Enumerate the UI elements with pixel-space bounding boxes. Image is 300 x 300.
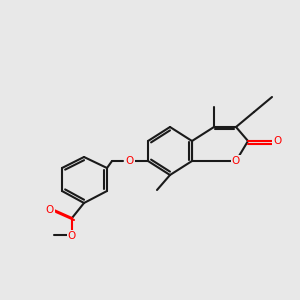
Text: O: O bbox=[68, 231, 76, 241]
Text: O: O bbox=[46, 205, 54, 215]
Text: O: O bbox=[273, 136, 281, 146]
Text: O: O bbox=[232, 156, 240, 166]
Text: O: O bbox=[126, 156, 134, 166]
